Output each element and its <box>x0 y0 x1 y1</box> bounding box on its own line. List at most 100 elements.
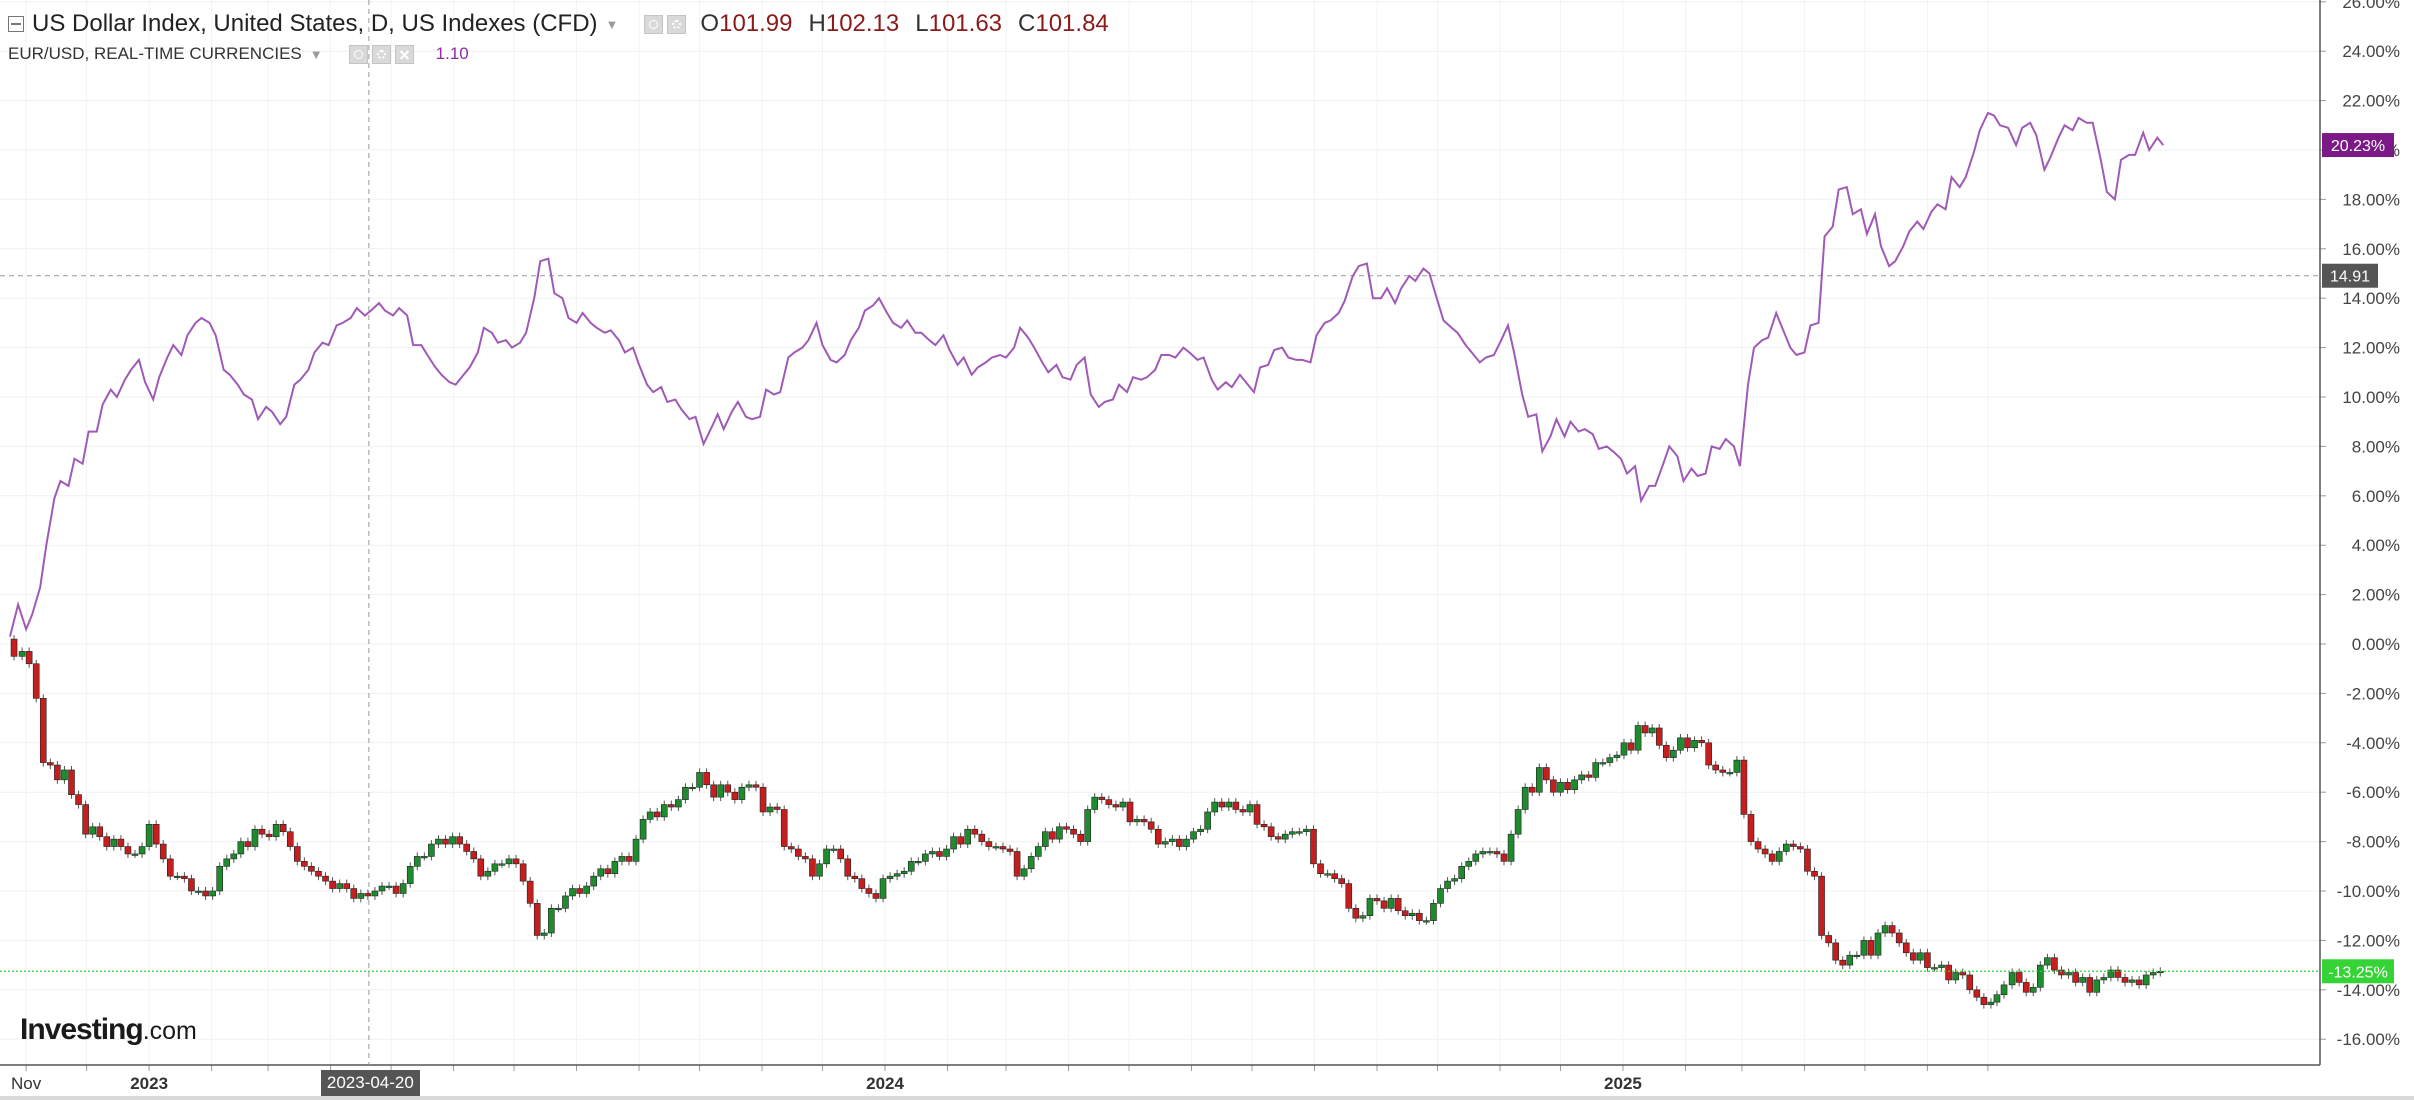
candle-body <box>308 865 315 872</box>
candle-body <box>1825 935 1832 944</box>
candle-body <box>597 868 605 877</box>
candle-body <box>1359 915 1367 919</box>
candle-body <box>837 848 844 860</box>
candle-body <box>54 764 61 781</box>
gear-icon[interactable] <box>667 14 687 34</box>
candle-body <box>689 786 696 790</box>
visibility-icon[interactable] <box>348 44 368 64</box>
candle-body <box>251 828 259 847</box>
candle-body <box>1655 727 1663 746</box>
candle-body <box>1592 762 1600 778</box>
candle-body <box>1493 851 1501 855</box>
candle-body <box>936 851 943 857</box>
candle-body <box>2142 974 2150 986</box>
candle-body <box>985 841 993 847</box>
gear-icon[interactable] <box>371 44 391 64</box>
candle-body <box>795 848 802 857</box>
close-icon[interactable] <box>394 44 414 64</box>
candle-body <box>202 890 209 897</box>
candle-body <box>1119 801 1127 808</box>
candle-body <box>216 865 223 892</box>
candle-body <box>1924 952 1931 968</box>
y-tick-label: 24.00% <box>2342 42 2400 61</box>
compare-series-title[interactable]: EUR/USD, REAL-TIME CURRENCIES <box>8 44 302 63</box>
candle-body <box>413 856 421 867</box>
candle-body <box>1105 799 1113 805</box>
candle-body <box>1437 888 1444 904</box>
candle-body <box>971 828 979 835</box>
candle-body <box>1578 774 1585 781</box>
candle-body <box>893 873 901 877</box>
candle-body <box>653 811 661 818</box>
candle-body <box>428 843 435 857</box>
candle-body <box>1133 819 1141 823</box>
candle-body <box>1380 900 1388 909</box>
dxy-last-value-box <box>2322 959 2394 984</box>
candle-body <box>1013 851 1021 877</box>
candle-body <box>209 890 216 897</box>
visibility-icon[interactable] <box>644 14 664 34</box>
crosshair-date-label: 2023-04-20 <box>320 1070 420 1096</box>
candle-body <box>2044 957 2051 966</box>
candle-body <box>1895 932 1903 944</box>
candle-body <box>1500 853 1508 862</box>
candle-body <box>1993 994 2001 1003</box>
candle-body <box>1888 925 1896 934</box>
candle-body <box>844 858 852 877</box>
y-tick-label: -4.00% <box>2346 734 2400 753</box>
compare-series-legend: EUR/USD, REAL-TIME CURRENCIES ▼ 1.10 <box>8 42 469 66</box>
candle-body <box>1458 865 1465 879</box>
candle-body <box>131 853 139 856</box>
candle-body <box>632 838 640 862</box>
candle-body <box>230 853 238 860</box>
y-tick-label: -16.00% <box>2337 1030 2400 1049</box>
compare-series-controls <box>345 44 414 64</box>
x-tick-label: 2025 <box>1604 1074 1642 1093</box>
candle-body <box>639 819 647 840</box>
candle-body <box>576 888 583 894</box>
candle-body <box>1077 833 1084 842</box>
candle-body <box>1726 772 1734 775</box>
candle-body <box>505 858 513 865</box>
main-series-controls <box>640 14 687 34</box>
candle-body <box>272 824 280 837</box>
close-label: C <box>1018 10 1036 37</box>
candle-body <box>1910 952 1917 961</box>
collapse-legend-icon[interactable] <box>8 16 24 32</box>
candle-body <box>399 883 407 894</box>
candle-body <box>1606 757 1614 763</box>
main-series-legend: US Dollar Index, United States, D, US In… <box>8 8 1109 40</box>
chevron-down-icon[interactable]: ▼ <box>605 16 619 32</box>
candle-body <box>696 772 703 788</box>
candle-body <box>1599 762 1607 765</box>
candle-body <box>477 858 485 877</box>
candle-body <box>1394 898 1402 912</box>
x-tick-label: Nov <box>11 1074 42 1093</box>
candle-body <box>1754 841 1762 850</box>
candle-body <box>421 856 428 859</box>
main-series-title[interactable]: US Dollar Index, United States, D, US In… <box>32 10 598 37</box>
candle-body <box>1839 959 1847 966</box>
y-tick-label: 18.00% <box>2342 190 2400 209</box>
candle-body <box>562 895 569 909</box>
candle-body <box>1790 843 1797 847</box>
y-tick-label: 12.00% <box>2342 339 2400 358</box>
candle-body <box>1444 880 1451 889</box>
candle-body <box>336 883 343 889</box>
candle-body <box>1521 786 1529 810</box>
ohlc-high: H102.13 <box>809 10 900 38</box>
candle-body <box>1627 742 1635 751</box>
chevron-down-icon[interactable]: ▼ <box>309 46 323 62</box>
candle-body <box>32 663 40 699</box>
candle-body <box>555 907 562 911</box>
candle-body <box>1239 809 1247 813</box>
candle-body <box>61 769 68 781</box>
candle-body <box>1804 848 1811 872</box>
candle-body <box>1161 841 1169 845</box>
candle-body <box>1430 903 1437 921</box>
candle-body <box>1620 742 1628 756</box>
candle-body <box>1719 769 1727 773</box>
candle-body <box>1832 942 1839 961</box>
eurusd-line <box>9 111 2165 637</box>
